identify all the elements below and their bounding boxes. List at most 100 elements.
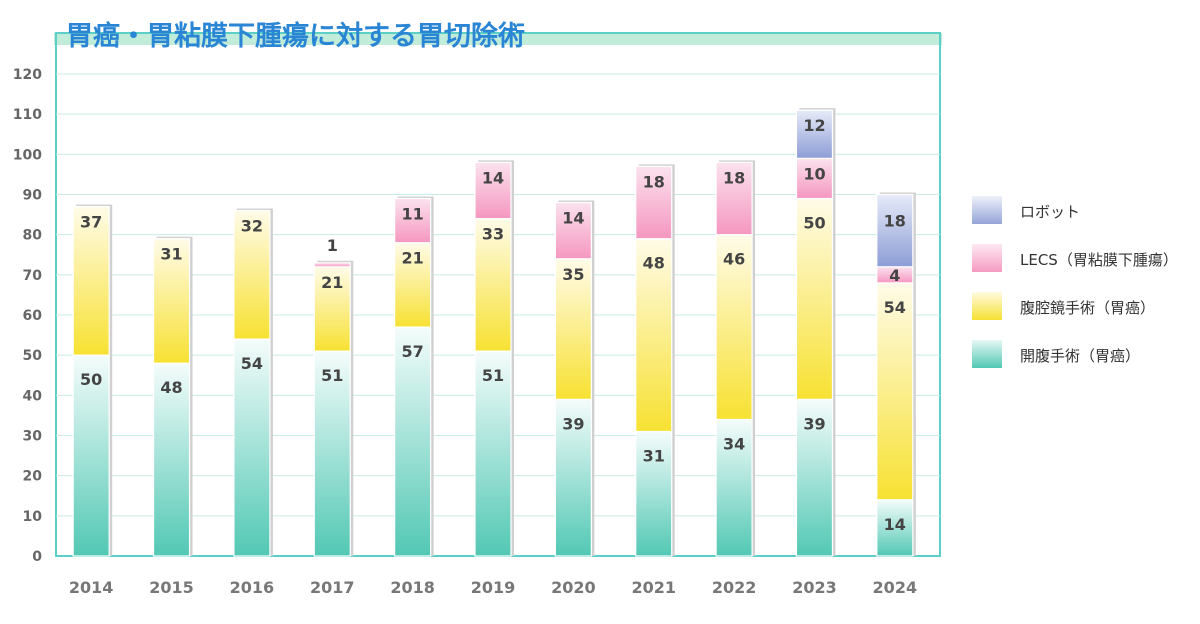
x-tick-label: 2020 (551, 578, 596, 597)
x-tick-label: 2021 (631, 578, 676, 597)
y-tick-label: 60 (23, 308, 43, 324)
data-label-lap-2015: 31 (160, 245, 182, 264)
data-label-lecs-2023: 10 (803, 164, 825, 183)
bar-group-2020: 39 35 14 (554, 200, 595, 557)
bar-group-2021: 31 48 18 (635, 164, 675, 557)
bar-open-2024 (876, 499, 914, 557)
bar-lap-2017 (313, 266, 351, 352)
y-tick-label: 70 (23, 268, 43, 284)
x-tick-label: 2023 (792, 578, 837, 597)
bar-lap-2021 (635, 238, 673, 433)
y-tick-label: 0 (32, 549, 42, 565)
bar-lecs-2018 (394, 197, 432, 244)
y-tick-label: 90 (23, 188, 43, 204)
data-label-open-2017: 51 (321, 366, 343, 385)
data-label-lecs-2018: 11 (402, 205, 424, 224)
bar-open-2019 (474, 350, 512, 557)
x-tick-label: 2016 (230, 578, 275, 597)
y-tick-label: 20 (23, 469, 43, 485)
data-label-lecs-2017: 1 (327, 236, 338, 255)
bar-open-2016 (233, 338, 271, 557)
legend-swatch-robot (972, 196, 1002, 224)
bar-open-2015 (152, 362, 191, 557)
data-label-lap-2023: 50 (803, 214, 825, 233)
bar-lap-2018 (394, 242, 432, 328)
x-axis: 2014 2015 2016 2017 2018 2019 2020 2021 2022 2023… (69, 578, 917, 597)
bar-lap-2020 (554, 258, 592, 400)
bar-open-2022 (715, 418, 753, 557)
x-tick-label: 2015 (149, 578, 194, 597)
y-tick-label: 120 (13, 67, 42, 83)
bar-lecs-2022 (715, 161, 753, 236)
data-label-open-2016: 54 (241, 354, 263, 373)
x-tick-label: 2018 (390, 578, 435, 597)
data-label-lap-2022: 46 (723, 250, 745, 269)
y-tick-label: 100 (13, 147, 42, 163)
y-tick-label: 30 (23, 429, 43, 445)
y-axis: 0 10 20 30 40 50 60 70 80 90 100 110 120 (13, 67, 42, 565)
bar-robot-2024 (876, 193, 914, 268)
bar-group-2014: 50 37 (72, 204, 113, 557)
data-label-lap-2024: 54 (884, 298, 906, 317)
data-label-robot-2023: 12 (803, 116, 825, 135)
data-label-lap-2016: 32 (241, 217, 263, 236)
bar-group-2016: 54 32 (233, 208, 273, 557)
legend-swatch-lecs (972, 244, 1002, 272)
data-label-lecs-2019: 14 (482, 168, 504, 187)
bar-open-2018 (394, 326, 432, 557)
bar-group-2024: 14 54 4 18 (876, 192, 916, 557)
bar-lap-2019 (474, 218, 512, 352)
legend-label-lecs: LECS（胃粘膜下腫瘍） (1020, 251, 1178, 269)
x-tick-label: 2019 (471, 578, 516, 597)
data-label-open-2021: 31 (643, 446, 665, 465)
y-tick-label: 40 (23, 388, 43, 404)
data-label-open-2020: 39 (562, 414, 584, 433)
data-label-lap-2021: 48 (643, 254, 665, 273)
y-tick-label: 110 (13, 107, 42, 123)
bar-group-2023: 39 50 10 12 (795, 108, 836, 557)
data-label-open-2022: 34 (723, 434, 745, 453)
data-label-open-2024: 14 (884, 515, 906, 534)
legend-label-laparoscopic: 腹腔鏡手術（胃癌） (1020, 299, 1156, 317)
data-label-lecs-2020: 14 (562, 209, 584, 228)
bar-lap-2016 (233, 209, 271, 340)
bar-lap-2015 (152, 238, 191, 364)
data-label-open-2014: 50 (80, 370, 102, 389)
x-tick-label: 2014 (69, 578, 114, 597)
data-label-lecs-2022: 18 (723, 168, 745, 187)
bar-lap-2022 (715, 234, 753, 421)
bar-group-2017: 51 21 1 (313, 236, 354, 557)
bar-robot-2023 (795, 109, 834, 159)
bar-group-2022: 34 46 18 (715, 160, 756, 557)
legend-label-robot: ロボット (1020, 203, 1081, 221)
bar-lecs-2017 (313, 262, 351, 268)
legend-label-open: 開腹手術（胃癌） (1020, 347, 1141, 365)
x-tick-label: 2024 (873, 578, 918, 597)
bar-lap-2023 (795, 197, 834, 400)
y-tick-label: 80 (23, 228, 43, 244)
bar-group-2018: 57 21 11 (394, 196, 434, 557)
y-tick-label: 10 (23, 509, 43, 525)
bar-lecs-2021 (635, 165, 673, 240)
data-label-lap-2019: 33 (482, 225, 504, 244)
bar-open-2017 (313, 350, 351, 557)
data-label-robot-2024: 18 (884, 212, 906, 231)
data-label-open-2019: 51 (482, 366, 504, 385)
data-label-lecs-2024: 4 (889, 266, 900, 285)
bar-open-2023 (795, 398, 834, 557)
bar-open-2021 (635, 430, 673, 557)
data-label-open-2018: 57 (402, 342, 424, 361)
x-tick-label: 2017 (310, 578, 355, 597)
data-label-lecs-2021: 18 (643, 172, 665, 191)
data-label-open-2015: 48 (160, 378, 182, 397)
data-label-lap-2014: 37 (80, 213, 102, 232)
data-label-lap-2018: 21 (402, 249, 424, 268)
legend-swatch-laparoscopic (972, 292, 1002, 320)
bar-group-2015: 48 31 (152, 236, 193, 557)
x-tick-label: 2022 (712, 578, 757, 597)
data-label-open-2023: 39 (803, 414, 825, 433)
bar-group-2019: 51 33 14 (474, 160, 514, 557)
y-tick-label: 50 (23, 348, 43, 364)
bar-lecs-2019 (474, 161, 512, 220)
